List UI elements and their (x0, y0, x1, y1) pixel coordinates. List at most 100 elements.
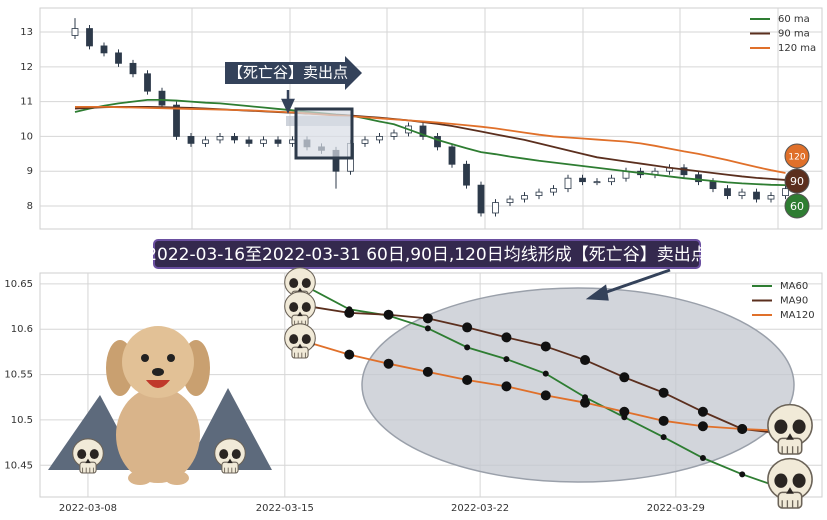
pointer-arrow (585, 268, 671, 301)
plot-area (39, 7, 823, 230)
mountain (185, 388, 272, 470)
candle-body (521, 195, 528, 200)
title-banner (153, 239, 701, 269)
ma-point (619, 406, 630, 417)
legend-label: MA60 (780, 281, 808, 292)
candle-body (260, 139, 267, 144)
candle-body (231, 136, 238, 141)
annotation-text: 【死亡谷】卖出点 (228, 64, 348, 82)
ma-point (501, 381, 512, 392)
candle-body (738, 191, 746, 196)
candle-body (434, 136, 441, 148)
candle-body (709, 181, 717, 190)
ma-point (383, 309, 394, 320)
ma-point (462, 322, 473, 333)
highlight-ellipse (361, 287, 795, 483)
ma-point (580, 397, 591, 408)
ma-line-chart: 10.45 10.5 10.55 10.6 10.65 2022-03-08 2022-03… (4, 239, 823, 514)
candle-body (202, 139, 209, 144)
ma-point (737, 423, 748, 434)
end-badge-label: 90 (790, 175, 804, 188)
y-tick-label: 10.65 (4, 279, 33, 290)
ma-point (697, 406, 708, 417)
candle-body (86, 28, 93, 47)
ma-point (580, 355, 591, 366)
ma-point (503, 356, 510, 363)
skull-icon (767, 457, 813, 509)
dog-paw (128, 471, 152, 485)
candle-body (695, 174, 702, 183)
chart-title: 2022-03-16至2022-03-31 60日,90日,120日均线形成【死… (146, 245, 708, 265)
candle-body (753, 191, 760, 200)
ma-point (422, 313, 433, 324)
candle-body (173, 104, 180, 137)
pointer-arrow (281, 90, 295, 115)
end-badge-label: 60 (790, 200, 804, 213)
end-badge (784, 143, 810, 169)
y-tick-label: 12 (20, 62, 33, 73)
candle-body (129, 62, 137, 75)
candle-body (144, 73, 151, 92)
candle-body (680, 167, 688, 176)
candle-body (419, 125, 427, 137)
ma-point (658, 415, 669, 426)
legend-label: 90 ma (778, 29, 810, 40)
dog-head (122, 326, 194, 398)
y-tick-label: 10.55 (4, 370, 33, 381)
candle-body (100, 45, 108, 54)
candle-body (361, 139, 369, 144)
ma-point (619, 372, 630, 383)
ma-point (660, 434, 667, 441)
legend-label: MA120 (780, 310, 815, 321)
ma-point (697, 421, 708, 432)
x-tick-label: 2022-03-15 (256, 503, 314, 514)
ma-line (74, 105, 786, 181)
dog-body (116, 387, 200, 483)
ma-point (424, 325, 431, 332)
candle-body (782, 188, 789, 196)
candle-body (216, 136, 224, 141)
ma-point (462, 375, 473, 386)
candle-body (463, 163, 470, 186)
candle-body (274, 139, 282, 144)
candle-body (608, 177, 615, 183)
dog-mouth (146, 380, 170, 388)
legend-label: 120 ma (778, 43, 816, 54)
end-badge (784, 168, 810, 194)
ma-point (658, 387, 669, 398)
y-tick-label: 9 (27, 166, 33, 177)
candle-body (115, 52, 122, 64)
ma-point (739, 471, 746, 478)
x-tick-label: 2022-03-08 (59, 503, 117, 514)
ma-point (540, 390, 551, 401)
dog-eye (141, 354, 149, 362)
ma-point (344, 307, 355, 318)
candle-body (245, 139, 253, 144)
ma-line (74, 98, 786, 187)
x-tick-label: 2022-03-22 (451, 503, 509, 514)
candle-body (158, 90, 166, 106)
candle-body (390, 132, 398, 137)
y-tick-label: 10.45 (4, 460, 33, 471)
candle-body (477, 184, 485, 214)
candlestick-chart: 8 9 10 11 12 13 60 ma 90 ma 120 ma 【死亡谷】卖出点 60 90 12… (20, 7, 823, 230)
candle-body (448, 146, 456, 165)
candle-body (506, 198, 514, 203)
dog-paw (165, 471, 189, 485)
candle-body (535, 191, 543, 196)
dog-eye (167, 354, 175, 362)
end-badge-label: 120 (788, 153, 805, 163)
y-tick-label: 10 (20, 131, 33, 142)
ma-point (464, 344, 471, 351)
ma-point (542, 370, 549, 377)
ma-point (383, 358, 394, 369)
poodle-illustration (106, 326, 210, 485)
ma-point (699, 455, 706, 462)
candle-body (593, 181, 601, 184)
ma-line (75, 105, 786, 174)
candle-body (767, 195, 775, 200)
candle-body (550, 188, 557, 193)
candle-body (187, 136, 195, 144)
y-tick-label: 10.5 (11, 415, 33, 426)
